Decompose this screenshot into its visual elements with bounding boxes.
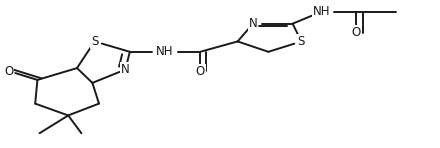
Text: O: O <box>352 26 361 39</box>
Text: N: N <box>249 17 257 30</box>
Text: NH: NH <box>156 45 174 58</box>
Text: NH: NH <box>312 5 330 18</box>
Text: N: N <box>121 63 130 76</box>
Text: O: O <box>195 65 205 78</box>
Text: O: O <box>4 65 14 78</box>
Text: S: S <box>91 35 98 48</box>
Text: S: S <box>298 35 305 48</box>
